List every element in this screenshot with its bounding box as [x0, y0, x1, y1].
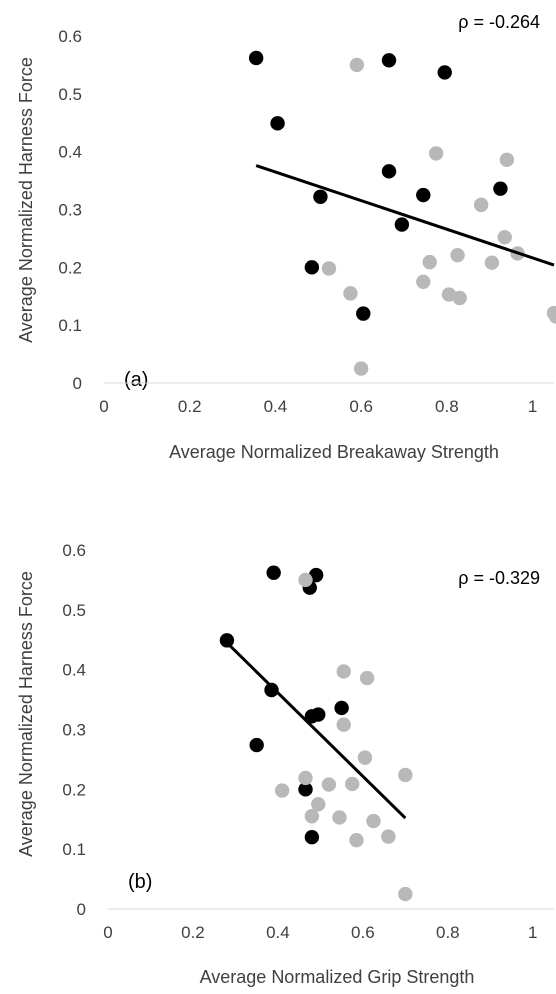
panel-b-y-tick-label: 0.1: [62, 840, 86, 859]
panel-b-gray-point: [304, 809, 320, 824]
panel-b-gray-point: [336, 664, 351, 679]
panel-a-gray-point: [422, 254, 437, 270]
panel-b-y-tick-label: 0.6: [62, 541, 86, 560]
panel-b-gray-point: [274, 783, 290, 798]
panel-a-gray-point: [416, 274, 431, 289]
panel-a-gray-point: [499, 152, 515, 167]
panel-b-black-point: [249, 737, 264, 753]
panel-a-gray-point: [452, 290, 467, 306]
panel-a-trendline: [255, 164, 555, 267]
panel-a-gray-point: [353, 361, 369, 376]
panel-b-gray-point: [298, 572, 313, 588]
panel-b-y-tick-label: 0.5: [62, 601, 86, 620]
panel-a-y-tick-label: 0.5: [58, 85, 82, 104]
panel-b-gray-point: [398, 767, 413, 783]
panel-b-black-point: [298, 782, 313, 797]
panel-b-x-tick-label: 0.6: [351, 923, 375, 942]
panel-a-y-tick-label: 0.4: [58, 143, 82, 162]
panel-b-y-tick-label: 0: [77, 900, 86, 919]
panel-b-gray-point: [359, 670, 375, 686]
panel-a-black-point: [356, 306, 371, 321]
panel-b-gray-point: [336, 717, 351, 732]
panel-a-black-point: [437, 65, 452, 80]
panel-a-y-tick-label: 0.2: [58, 258, 82, 277]
panel-a-black-point: [270, 116, 285, 131]
panel-a-black-point: [394, 217, 410, 232]
panel-b-y-axis-title: Average Normalized Harness Force: [16, 571, 36, 857]
panel-a-y-tick-label: 0.6: [58, 27, 82, 46]
panel-a-gray-point: [484, 255, 500, 270]
panel-a-black-point: [248, 50, 264, 66]
panel-b-gray-point: [398, 886, 413, 902]
panel-b-gray-point: [366, 813, 381, 829]
panel-a-x-tick-label: 0.2: [178, 397, 202, 416]
panel-a-x-axis-title: Average Normalized Breakaway Strength: [169, 442, 499, 462]
panel-b-y-tick-label: 0.4: [62, 661, 86, 680]
panel-b-black-point: [304, 830, 320, 845]
panel-b-y-tick-label: 0.2: [62, 780, 86, 799]
panel-b-gray-point: [381, 829, 396, 844]
panel-b-gray-point: [357, 750, 373, 765]
panel-a-black-point: [381, 164, 397, 179]
panel-b-gray-point: [349, 832, 364, 848]
panel-b-correlation: ρ = -0.329: [458, 568, 540, 588]
panel-a-y-tick-label: 0.1: [58, 316, 82, 335]
panel-a-black-point: [313, 189, 328, 204]
panel-b-black-point: [334, 700, 349, 716]
panel-b-gray-point: [321, 777, 337, 792]
panel-a-gray-point: [343, 286, 358, 301]
panel-a-x-tick-label: 0.6: [349, 397, 373, 416]
panel-b-label: (b): [128, 871, 152, 893]
panel-b-black-point: [311, 707, 326, 722]
panel-b-trendline: [225, 641, 407, 820]
panel-a-y-tick-label: 0.3: [58, 201, 82, 220]
panel-a-gray-point: [548, 309, 556, 324]
panel-a-x-tick-label: 0.8: [435, 397, 459, 416]
panel-a-gray-point: [450, 247, 465, 263]
panel-b: Average Normalized Harness Force Average…: [16, 541, 554, 987]
panel-b-gray-point: [345, 776, 360, 792]
panel-a-x-tick-label: 0.4: [264, 397, 288, 416]
panel-a-x-tick-label: 1: [528, 397, 537, 416]
panel-b-black-point: [219, 633, 235, 648]
panel-b-x-tick-label: 0.4: [266, 923, 290, 942]
panel-a-black-point: [416, 187, 431, 203]
panel-b-gray-point: [298, 770, 313, 786]
panel-b-gray-point: [332, 810, 347, 825]
panel-b-black-point: [266, 565, 281, 580]
panel-a-black-point: [304, 260, 320, 275]
panel-a-gray-point: [428, 146, 444, 161]
panel-b-x-tick-label: 0.8: [436, 923, 460, 942]
panel-b-x-tick-label: 1: [528, 923, 537, 942]
panel-b-x-tick-label: 0: [103, 923, 112, 942]
panel-b-black-point: [264, 682, 279, 698]
panel-a-black-point: [381, 53, 397, 68]
panel-a-y-tick-label: 0: [73, 374, 82, 393]
panel-a-y-axis-title: Average Normalized Harness Force: [16, 57, 36, 343]
panel-a-gray-point: [473, 197, 489, 213]
panel-a-gray-point: [349, 57, 365, 73]
panel-b-x-axis-title: Average Normalized Grip Strength: [200, 967, 475, 987]
panel-a-gray-point: [321, 261, 337, 276]
panel-a-gray-point: [497, 230, 512, 245]
panel-a: Average Normalized Harness Force Average…: [16, 12, 556, 462]
panel-b-y-tick-label: 0.3: [62, 721, 86, 740]
panel-a-x-tick-label: 0: [99, 397, 108, 416]
panel-b-gray-point: [311, 797, 326, 812]
panel-a-correlation: ρ = -0.264: [458, 12, 540, 32]
panel-a-label: (a): [124, 369, 148, 391]
panel-a-black-point: [493, 181, 508, 196]
panel-b-x-tick-label: 0.2: [181, 923, 205, 942]
